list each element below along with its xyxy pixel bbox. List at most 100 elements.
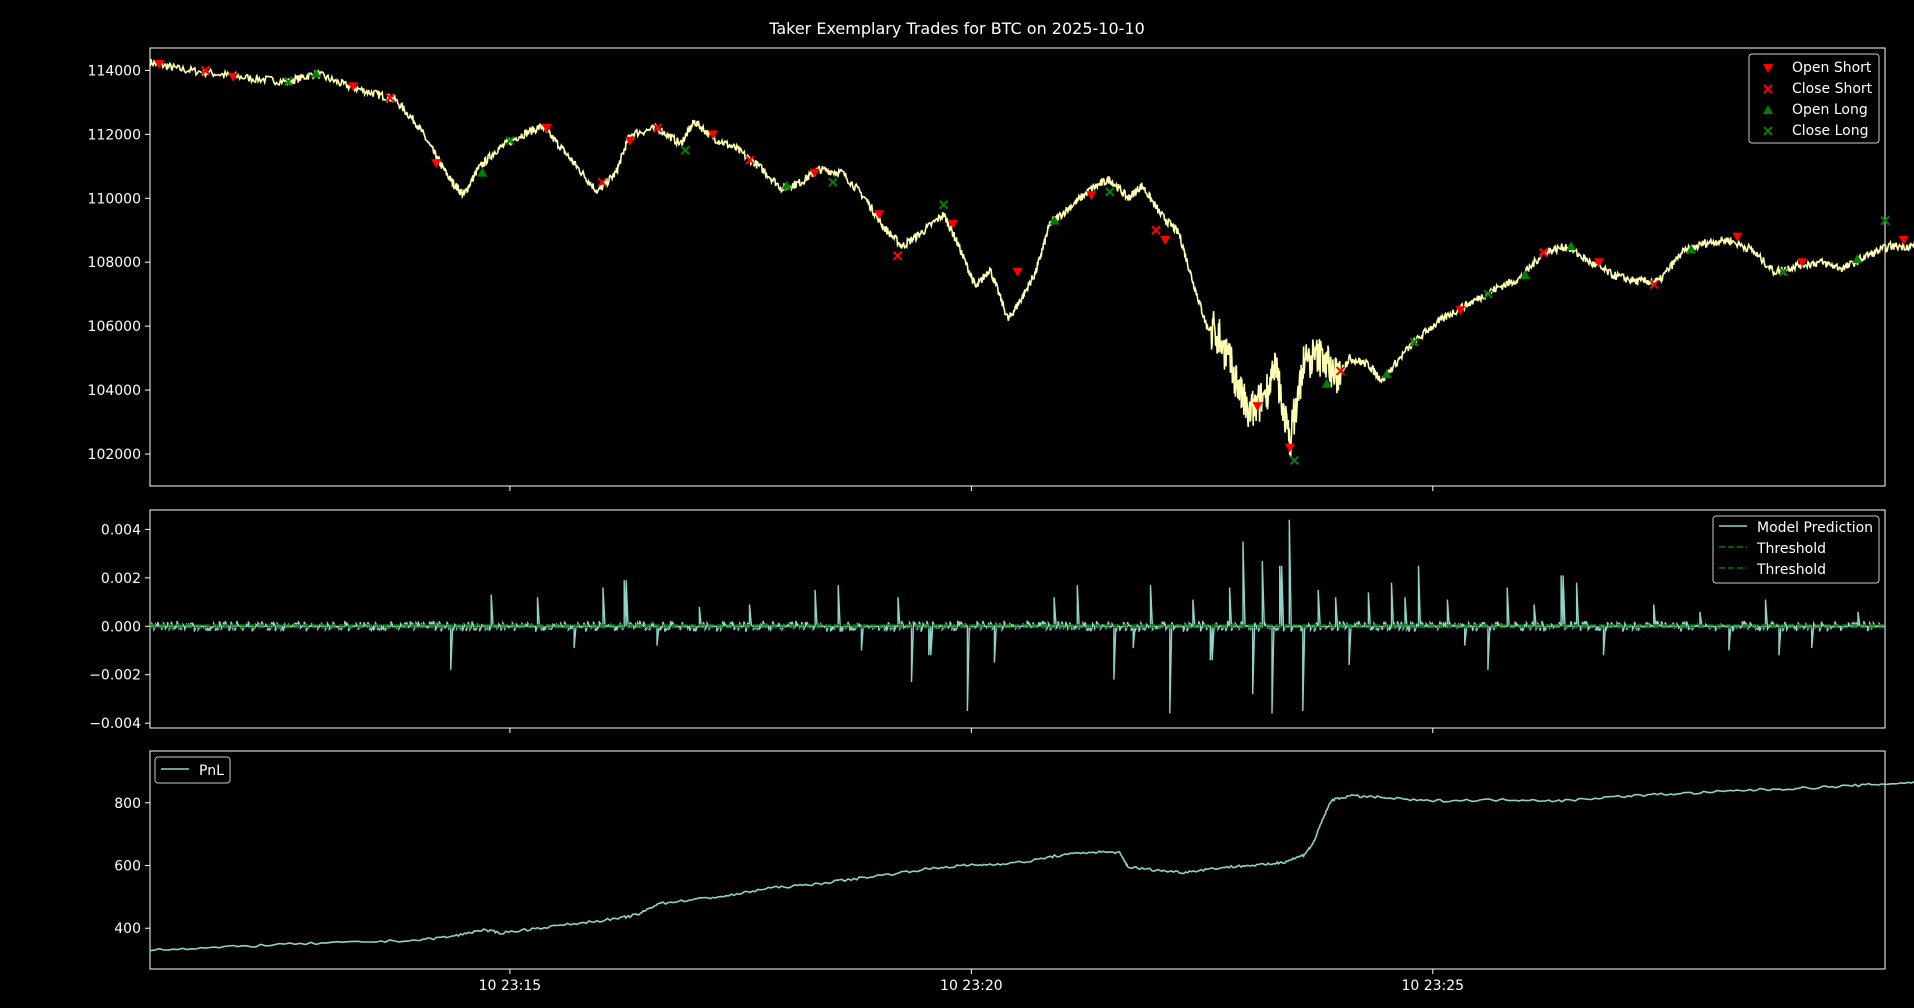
close-long-marker [938, 199, 949, 210]
open-short-marker [1732, 232, 1743, 242]
close-long-marker [283, 76, 294, 87]
open-short-marker [1086, 191, 1097, 201]
x-tick-label: 10 23:15 [479, 978, 542, 994]
prediction-y-tick-label: 0.002 [101, 571, 141, 587]
prediction-legend-box [1712, 515, 1880, 584]
close-short-marker [652, 123, 663, 133]
pnl-y-tick-label: 400 [114, 921, 141, 937]
open-short-marker [1455, 306, 1466, 316]
close-short-marker [1335, 366, 1346, 376]
pnl-panel: 400 600 800 PnL [114, 750, 1914, 970]
pnl-axes-frame [149, 750, 1886, 970]
threshold-legend-label-2: Threshold [1756, 562, 1826, 578]
price-y-tick-label: 108000 [88, 255, 141, 271]
price-y-axis: 102000 104000 106000 108000 110000 112000 1140… [88, 63, 150, 463]
open-short-marker [154, 59, 165, 69]
open-short-marker [1160, 235, 1171, 245]
prediction-y-tick-label: −0.002 [89, 668, 141, 684]
close-short-marker [385, 92, 395, 103]
open-long-marker [1520, 269, 1531, 279]
open-short-marker [1284, 443, 1295, 453]
close-long-marker [1880, 215, 1890, 226]
open-short-marker [947, 219, 958, 229]
price-axes-frame [149, 47, 1886, 487]
price-legend-box [1748, 53, 1880, 144]
prediction-y-tick-label: −0.004 [89, 716, 141, 732]
pnl-line-path [149, 781, 1914, 952]
close-short-legend-label: Close Short [1792, 81, 1873, 97]
open-short-marker [228, 72, 239, 82]
open-long-marker [1049, 215, 1060, 225]
prediction-y-tick-label: 0.000 [101, 619, 141, 635]
open-long-marker [311, 68, 322, 78]
open-short-marker [1898, 235, 1909, 245]
close-short-marker [1151, 225, 1161, 235]
open-short-legend-marker [1763, 64, 1773, 73]
figure-title: Taker Exemplary Trades for BTC on 2025-1… [768, 19, 1145, 38]
open-long-marker [477, 167, 488, 177]
price-y-tick-label: 110000 [88, 191, 141, 207]
close-short-marker [1649, 279, 1659, 290]
price-y-tick-label: 104000 [88, 383, 141, 399]
close-long-marker [1483, 289, 1493, 299]
open-short-marker [624, 136, 635, 146]
close-long-legend-label: Close Long [1792, 123, 1868, 139]
open-short-marker [348, 82, 359, 92]
x-tick-label: 10 23:25 [1401, 978, 1464, 994]
close-short-marker [200, 65, 211, 76]
x-axis: 10 23:15 10 23:20 10 23:25 [479, 486, 1464, 994]
close-long-marker [828, 177, 838, 187]
threshold-lines [150, 624, 1885, 629]
close-long-legend-marker [1763, 126, 1773, 136]
price-panel: 102000 104000 106000 108000 110000 112000 1140… [88, 47, 1914, 487]
prediction-y-axis: −0.004 −0.002 0.000 0.002 0.004 [89, 522, 150, 732]
pnl-y-axis: 400 600 800 [114, 796, 150, 937]
open-long-marker [1381, 369, 1392, 379]
close-long-marker [1289, 455, 1300, 466]
pnl-legend: PnL [154, 756, 231, 784]
open-short-marker [707, 130, 718, 140]
price-y-tick-label: 114000 [88, 63, 141, 79]
pnl-line [149, 781, 1914, 952]
close-short-legend-marker [1763, 84, 1773, 94]
price-y-tick-label: 102000 [88, 447, 141, 463]
close-long-marker [1105, 187, 1115, 197]
prediction-y-tick-label: 0.004 [101, 522, 141, 538]
prediction-legend: Model Prediction Threshold Threshold [1712, 515, 1880, 584]
open-short-marker [1796, 258, 1807, 268]
prediction-panel: −0.004 −0.002 0.000 0.002 0.004 Model Predic… [89, 509, 1886, 732]
open-short-marker [1593, 258, 1604, 268]
pnl-y-tick-label: 600 [114, 858, 141, 874]
open-long-marker [781, 180, 792, 190]
open-long-marker [1321, 378, 1332, 388]
open-long-legend-marker [1763, 105, 1773, 114]
close-short-marker [1538, 247, 1549, 258]
open-short-marker [541, 123, 552, 133]
open-long-marker [1566, 241, 1577, 251]
close-short-marker [745, 155, 755, 165]
open-long-marker [1686, 244, 1697, 254]
price-legend: Open Short Close Short Open Long Close L… [1748, 53, 1880, 144]
open-short-marker [1252, 402, 1263, 412]
open-short-marker [1012, 267, 1023, 277]
close-short-marker [597, 177, 607, 187]
close-long-marker [1778, 267, 1789, 277]
open-short-marker [431, 159, 442, 169]
close-long-marker [1409, 337, 1420, 347]
close-long-marker [505, 136, 515, 146]
prediction-axes-frame [149, 509, 1886, 729]
close-long-marker [680, 145, 690, 156]
pnl-legend-label: PnL [199, 763, 224, 779]
model-prediction-legend-label: Model Prediction [1757, 520, 1873, 536]
price-y-tick-label: 112000 [88, 127, 141, 143]
x-tick-label: 10 23:20 [940, 978, 1003, 994]
close-short-marker [892, 251, 903, 261]
open-short-marker [874, 210, 885, 220]
trade-markers [154, 59, 1909, 466]
open-short-marker [809, 168, 820, 178]
pnl-y-tick-label: 800 [114, 796, 141, 812]
open-long-marker [1852, 254, 1863, 264]
open-short-legend-label: Open Short [1792, 60, 1872, 76]
threshold-legend-label-1: Threshold [1756, 541, 1826, 557]
